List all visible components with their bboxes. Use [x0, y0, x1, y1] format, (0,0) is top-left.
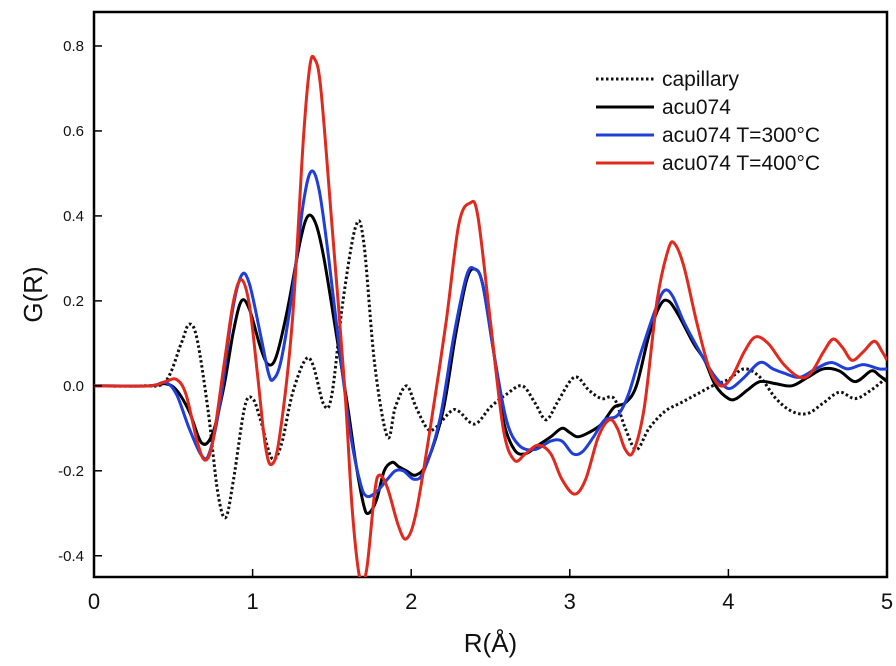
y-tick-label: 0.2 — [63, 293, 84, 310]
x-tick-label: 3 — [564, 589, 576, 614]
x-tick-label: 1 — [246, 589, 258, 614]
series-acu074-400c — [94, 54, 887, 577]
y-axis-title: G(R) — [18, 266, 48, 322]
ticks-layer: -0.4 -0.2 0.0 0.2 0.4 0.6 0.8 0 1 2 3 4 5 — [58, 38, 893, 614]
series-layer — [94, 54, 887, 577]
x-tick-label: 2 — [405, 589, 417, 614]
y-tick-label: 0.8 — [63, 38, 84, 55]
y-tick-label: 0.4 — [63, 208, 84, 225]
legend-label: acu074 T=400°C — [662, 152, 820, 175]
y-tick-label: 0.6 — [63, 123, 84, 140]
x-axis-title: R(Å) — [464, 628, 517, 658]
x-tick-label: 4 — [722, 589, 734, 614]
series-capillary — [94, 219, 887, 520]
legend-label: acu074 — [662, 96, 731, 119]
y-tick-label: -0.4 — [58, 548, 84, 565]
y-tick-label: -0.2 — [58, 463, 84, 480]
legend-label: acu074 T=300°C — [662, 124, 820, 147]
legend: capillary acu074 acu074 T=300°C acu074 T=40… — [596, 68, 820, 175]
legend-label: capillary — [662, 68, 740, 91]
y-tick-label: 0.0 — [63, 378, 84, 395]
x-tick-label: 5 — [881, 589, 893, 614]
series-acu074-300c — [94, 169, 887, 499]
x-tick-label: 0 — [88, 589, 100, 614]
plot-frame — [92, 10, 889, 579]
